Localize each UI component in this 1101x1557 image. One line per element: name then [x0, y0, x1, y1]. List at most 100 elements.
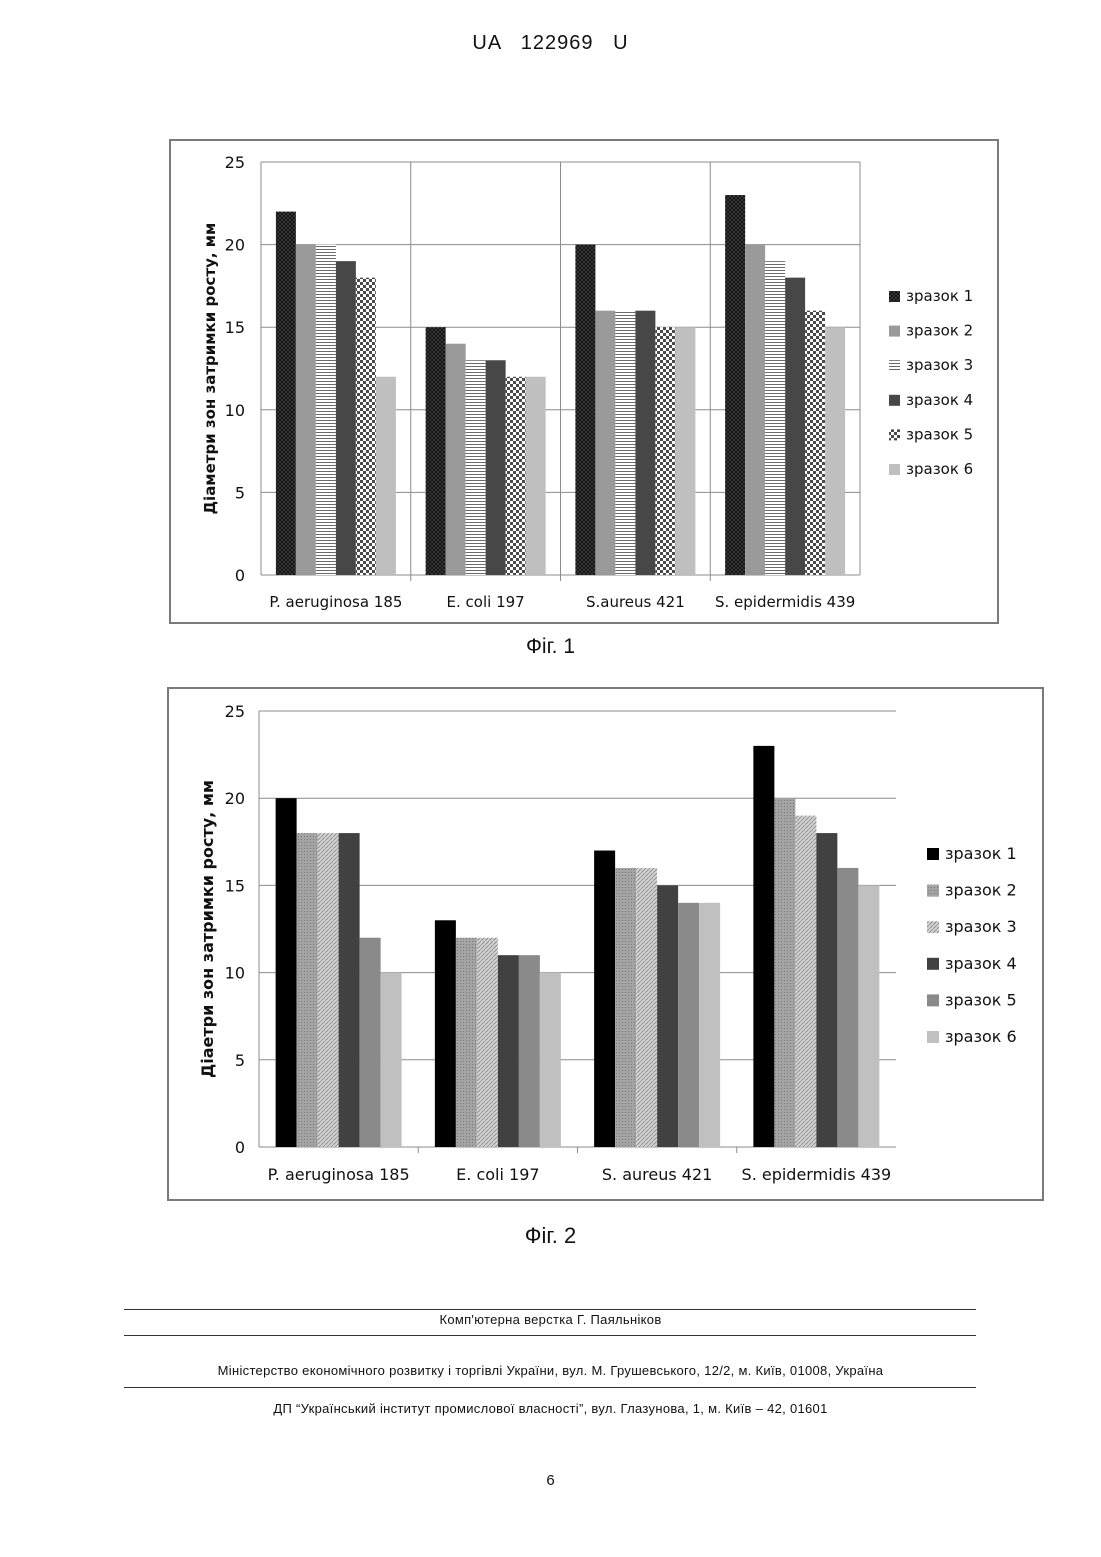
y-tick-label: 25: [225, 702, 245, 721]
legend-swatch-зразок-1: [927, 848, 939, 860]
bar-зразок-2-p-aeruginosa-185: [296, 245, 316, 575]
y-tick-label: 5: [235, 483, 245, 502]
chart-1: 0 5 10 15 20 25 P. aeruginosa 185 E. coli 197 S.…: [169, 139, 999, 624]
bar-зразок-5-e-coli-197: [506, 377, 526, 575]
y-tick-label: 20: [225, 789, 245, 808]
x-category-label: S.aureus 421: [586, 593, 685, 611]
bar-зразок-5-s-epidermidis-439: [837, 868, 858, 1147]
bar-зразок-2-s-aureus-421: [615, 868, 636, 1147]
legend-swatch-зразок-6: [889, 464, 900, 475]
legend-label: зразок 2: [945, 881, 1017, 900]
legend-swatch-зразок-2: [889, 326, 900, 337]
y-tick-label: 15: [225, 318, 245, 337]
legend-label: зразок 6: [945, 1027, 1017, 1046]
bar-зразок-6-s-epidermidis-439: [825, 327, 845, 575]
x-category-label: P. aeruginosa 185: [269, 593, 402, 611]
bar-зразок-2-e-coli-197: [446, 344, 466, 575]
footer-rule-bottom: [124, 1387, 976, 1388]
chart-2: 0 5 10 15 20 25 P. aeruginosa 185 E. coli 197 S.…: [167, 687, 1044, 1201]
bar-зразок-3-e-coli-197: [466, 360, 486, 575]
legend-swatch-зразок-5: [889, 429, 900, 440]
document-header: UA 122969 U: [0, 32, 1101, 55]
bar-зразок-5-p-aeruginosa-185: [360, 938, 381, 1147]
bar-зразок-3-s-epidermidis-439: [765, 261, 785, 575]
x-category-label: E. coli 197: [456, 1165, 539, 1184]
y-tick-label: 10: [225, 401, 245, 420]
bar-зразок-6-p-aeruginosa-185: [376, 377, 396, 575]
footer-layout-credit: Комп'ютерна верстка Г. Паяльніков: [0, 1312, 1101, 1327]
footer-institute: ДП “Український інститут промислової вла…: [0, 1401, 1101, 1416]
bar-зразок-4-s-epidermidis-439: [785, 278, 805, 575]
bar-зразок-1-p-aeruginosa-185: [276, 212, 296, 575]
x-category-label: P. aeruginosa 185: [268, 1165, 410, 1184]
bar-зразок-1-e-coli-197: [426, 327, 446, 575]
bar-зразок-4-s-aureus-421: [657, 885, 678, 1147]
legend-label: зразок 3: [906, 356, 973, 374]
legend-swatch-зразок-2: [927, 885, 939, 897]
bar-зразок-6-p-aeruginosa-185: [381, 973, 402, 1147]
figure-1-caption: Фіг. 1: [0, 635, 1101, 659]
bar-зразок-1-s-aureus-421: [594, 851, 615, 1147]
bar-зразок-2-p-aeruginosa-185: [297, 833, 318, 1147]
legend-label: зразок 1: [906, 287, 973, 305]
bar-зразок-4-p-aeruginosa-185: [336, 261, 356, 575]
bar-зразок-3-s-aureus-421: [636, 868, 657, 1147]
legend-label: зразок 1: [945, 844, 1017, 863]
legend-swatch-зразок-1: [889, 291, 900, 302]
y-tick-label: 0: [235, 566, 245, 585]
bar-зразок-1-s-epidermidis-439: [725, 195, 745, 575]
bar-зразок-5-e-coli-197: [519, 955, 540, 1147]
legend-swatch-зразок-4: [889, 395, 900, 406]
legend-label: зразок 2: [906, 322, 973, 340]
bar-зразок-6-s-aureus-421: [699, 903, 720, 1147]
y-tick-label: 15: [225, 876, 245, 895]
bar-зразок-1-s-aureus-421: [575, 245, 595, 575]
y-tick-label: 20: [225, 236, 245, 255]
legend-swatch-зразок-6: [927, 1031, 939, 1043]
bar-зразок-2-s-epidermidis-439: [745, 245, 765, 575]
bar-зразок-4-p-aeruginosa-185: [339, 833, 360, 1147]
legend-label: зразок 5: [906, 425, 973, 443]
bar-зразок-2-s-aureus-421: [595, 311, 615, 575]
x-category-label: S. aureus 421: [602, 1165, 712, 1184]
bar-зразок-2-s-epidermidis-439: [774, 798, 795, 1147]
y-tick-label: 5: [235, 1051, 245, 1070]
bar-зразок-3-s-epidermidis-439: [795, 816, 816, 1147]
legend-swatch-зразок-4: [927, 958, 939, 970]
chart-2-svg: 0 5 10 15 20 25 P. aeruginosa 185 E. coli 197 S.…: [169, 689, 1042, 1199]
figure-2-caption: Фіг. 2: [0, 1223, 1101, 1249]
footer-rule-middle: [124, 1335, 976, 1336]
bar-зразок-5-p-aeruginosa-185: [356, 278, 376, 575]
y-tick-label: 10: [225, 964, 245, 983]
x-category-label: E. coli 197: [447, 593, 525, 611]
y-axis-label: Діаметри зон затримки росту, мм: [201, 223, 219, 515]
legend-swatch-зразок-5: [927, 994, 939, 1006]
bar-зразок-3-p-aeruginosa-185: [318, 833, 339, 1147]
footer-ministry: Міністерство економічного розвитку і тор…: [0, 1363, 1101, 1378]
bar-зразок-5-s-epidermidis-439: [805, 311, 825, 575]
bar-зразок-1-e-coli-197: [435, 920, 456, 1147]
legend-label: зразок 4: [906, 391, 973, 409]
page-number: 6: [0, 1472, 1101, 1489]
bar-зразок-3-e-coli-197: [477, 938, 498, 1147]
legend-label: зразок 5: [945, 990, 1017, 1009]
y-axis-label: Діаетри зон затримки росту, мм: [198, 780, 217, 1078]
bar-зразок-4-s-epidermidis-439: [816, 833, 837, 1147]
bar-зразок-1-s-epidermidis-439: [753, 746, 774, 1147]
y-tick-label: 0: [235, 1138, 245, 1157]
legend-label: зразок 6: [906, 460, 973, 478]
bar-зразок-6-e-coli-197: [540, 973, 561, 1147]
x-category-label: S. epidermidis 439: [742, 1165, 892, 1184]
bar-зразок-6-s-aureus-421: [675, 327, 695, 575]
bar-зразок-4-e-coli-197: [486, 360, 506, 575]
bar-зразок-4-s-aureus-421: [635, 311, 655, 575]
y-tick-label: 25: [225, 153, 245, 172]
bar-зразок-1-p-aeruginosa-185: [276, 798, 297, 1147]
chart-1-svg: 0 5 10 15 20 25 P. aeruginosa 185 E. coli 197 S.…: [171, 141, 997, 622]
footer-rule-top: [124, 1309, 976, 1310]
legend-label: зразок 4: [945, 954, 1017, 973]
bar-зразок-3-p-aeruginosa-185: [316, 245, 336, 575]
bar-зразок-2-e-coli-197: [456, 938, 477, 1147]
bar-зразок-3-s-aureus-421: [615, 311, 635, 575]
legend-swatch-зразок-3: [927, 921, 939, 933]
